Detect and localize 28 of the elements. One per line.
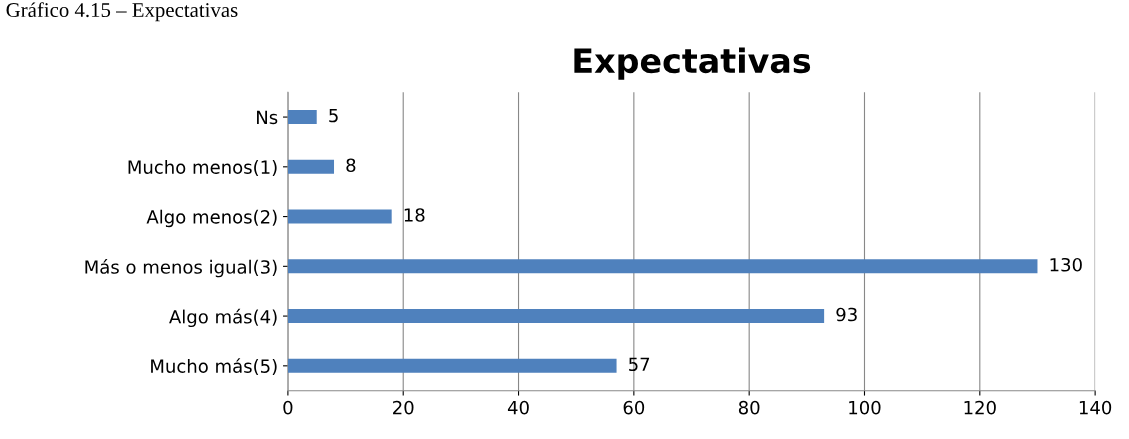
x-tick-label: 140: [1079, 400, 1112, 415]
bar: [287, 358, 617, 373]
y-tick-label: Mucho menos(1): [128, 159, 277, 177]
data-label: 5: [329, 108, 338, 123]
data-label: 57: [629, 357, 650, 372]
bar: [287, 159, 335, 174]
bar: [287, 209, 392, 224]
y-tick-label: Algo más(4): [169, 308, 277, 328]
data-label: 130: [1050, 257, 1082, 272]
x-tick-label: 80: [738, 400, 760, 415]
y-tick-label: Más o menos igual(3): [85, 259, 277, 278]
bar: [287, 309, 825, 324]
data-label: 8: [346, 158, 356, 173]
x-tick-label: 20: [393, 400, 414, 415]
y-tick-label: Mucho más(5): [151, 358, 277, 376]
chart-title: Expectativas: [574, 47, 811, 80]
x-tick-label: 120: [964, 400, 996, 415]
x-tick-label: 40: [507, 400, 529, 415]
data-label: 93: [836, 307, 857, 322]
x-tick-label: 100: [849, 400, 881, 415]
y-tick-label: Ns: [257, 110, 278, 125]
bar: [287, 259, 1038, 274]
text: Gráfico 4.15 – Expectativas: [6, 2, 238, 22]
x-tick-label: 0: [283, 400, 293, 415]
x-tick-label: 60: [623, 400, 645, 415]
y-tick-label: Algo menos(2): [146, 209, 277, 228]
bar: [287, 110, 317, 125]
data-label: 18: [404, 208, 425, 222]
